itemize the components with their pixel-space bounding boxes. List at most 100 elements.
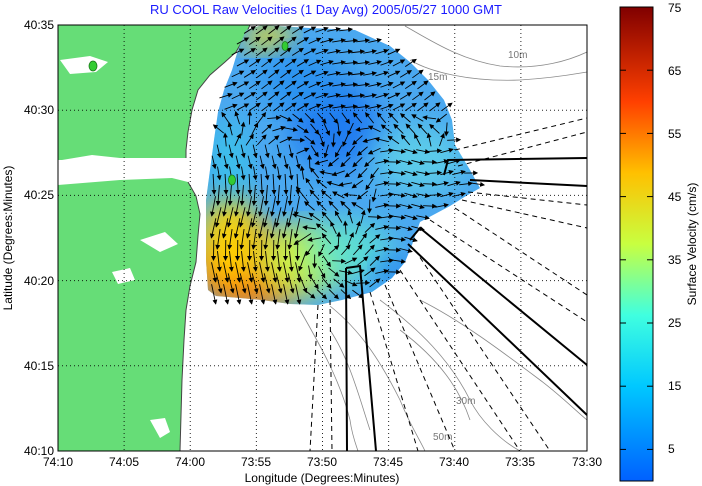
velocity-vector	[351, 49, 366, 55]
velocity-vector	[392, 258, 407, 264]
inland-water-2	[150, 418, 170, 438]
velocity-vector	[305, 177, 314, 190]
velocity-vector	[326, 180, 340, 187]
velocity-vector	[308, 59, 322, 67]
radial-line	[369, 291, 419, 451]
velocity-vector	[248, 102, 261, 112]
velocity-vector	[280, 47, 292, 57]
velocity-vector	[296, 81, 310, 89]
velocity-vector	[227, 121, 233, 136]
velocity-vector	[368, 104, 382, 109]
velocity-vector	[369, 255, 380, 266]
velocity-vector	[257, 134, 267, 146]
velocity-vector	[352, 244, 363, 256]
velocity-vector	[417, 80, 429, 90]
velocity-vector	[362, 137, 377, 144]
velocity-vector	[375, 92, 389, 99]
velocity-vector	[339, 93, 354, 99]
velocity-vector	[399, 247, 413, 254]
velocity-vector	[227, 229, 233, 250]
velocity-vector	[399, 70, 413, 78]
velocity-vector	[336, 231, 342, 246]
velocity-vector	[258, 196, 264, 217]
velocity-vector	[344, 60, 359, 66]
velocity-vector	[327, 27, 341, 32]
velocity-vector	[330, 133, 336, 148]
velocity-vector	[320, 59, 334, 66]
velocity-vector	[414, 133, 422, 146]
velocity-vector	[376, 112, 387, 124]
velocity-vector	[387, 135, 400, 145]
velocity-vector	[315, 70, 329, 77]
velocity-vector	[315, 26, 329, 33]
velocity-vector	[211, 284, 218, 305]
velocity-vector	[296, 103, 310, 111]
plot-area: 10m 15m 30m 50m	[58, 25, 587, 451]
velocity-vector	[273, 36, 285, 46]
velocity-vector	[316, 289, 328, 300]
velocity-vector	[424, 91, 436, 101]
velocity-vector	[303, 48, 317, 56]
velocity-vector	[356, 104, 371, 110]
velocity-vector	[327, 93, 341, 98]
velocity-vector	[380, 214, 395, 220]
chart-title: RU COOL Raw Velocities (1 Day Avg) 2005/…	[150, 2, 502, 17]
velocity-vector	[321, 233, 332, 245]
velocity-vector	[387, 92, 401, 100]
velocity-vector	[285, 102, 297, 112]
velocity-vector	[344, 168, 357, 178]
velocity-vector	[247, 155, 253, 170]
velocity-vector	[404, 80, 417, 89]
velocity-vector	[222, 132, 228, 147]
velocity-vector	[234, 110, 241, 125]
velocity-vector	[356, 280, 371, 286]
contour-label-15m: 15m	[428, 72, 447, 83]
velocity-vector	[247, 284, 254, 305]
velocity-vector	[261, 102, 273, 112]
velocity-vector	[318, 243, 325, 257]
velocity-vector	[404, 170, 418, 177]
velocity-vector	[355, 126, 370, 132]
radial-line	[384, 284, 456, 451]
velocity-vector	[357, 256, 369, 266]
velocity-vector	[275, 273, 283, 294]
velocity-vector	[323, 144, 329, 159]
velocity-vector	[404, 236, 418, 243]
velocity-vector	[333, 278, 345, 288]
velocity-vector	[380, 103, 394, 110]
colorbar-gradient	[619, 6, 654, 482]
velocity-vector	[303, 92, 317, 100]
velocity-vector	[364, 244, 375, 255]
velocity-vector	[263, 229, 269, 250]
velocity-vector	[294, 196, 300, 217]
velocity-vector	[328, 289, 339, 300]
velocity-vector	[288, 251, 294, 272]
velocity-vector	[273, 80, 285, 90]
velocity-vector	[256, 47, 268, 57]
velocity-vector	[367, 147, 381, 155]
velocity-vector	[347, 209, 353, 224]
velocity-vector	[271, 262, 278, 283]
colorbar-label: Surface Velocity (cm/s)	[685, 183, 699, 306]
velocity-vector	[459, 181, 474, 187]
velocity-vector	[238, 207, 246, 228]
velocity-vector	[447, 158, 461, 165]
velocity-vector	[308, 37, 322, 45]
velocity-vector	[264, 251, 270, 272]
velocity-vector	[259, 284, 266, 305]
velocity-vector	[447, 180, 461, 187]
velocity-vector	[316, 200, 327, 211]
velocity-vector	[247, 173, 253, 195]
y-tick-label: 40:30	[24, 103, 54, 117]
velocity-vector	[363, 71, 378, 77]
velocity-vector	[429, 123, 440, 134]
velocity-vector	[252, 251, 258, 272]
velocity-vector	[227, 273, 235, 294]
velocity-vector	[248, 58, 261, 68]
land-mass	[58, 25, 250, 160]
velocity-vector	[247, 110, 253, 125]
plot-frame	[57, 24, 588, 452]
velocity-vector	[334, 210, 343, 223]
velocity-vector	[288, 144, 294, 159]
velocity-vector	[303, 201, 315, 211]
